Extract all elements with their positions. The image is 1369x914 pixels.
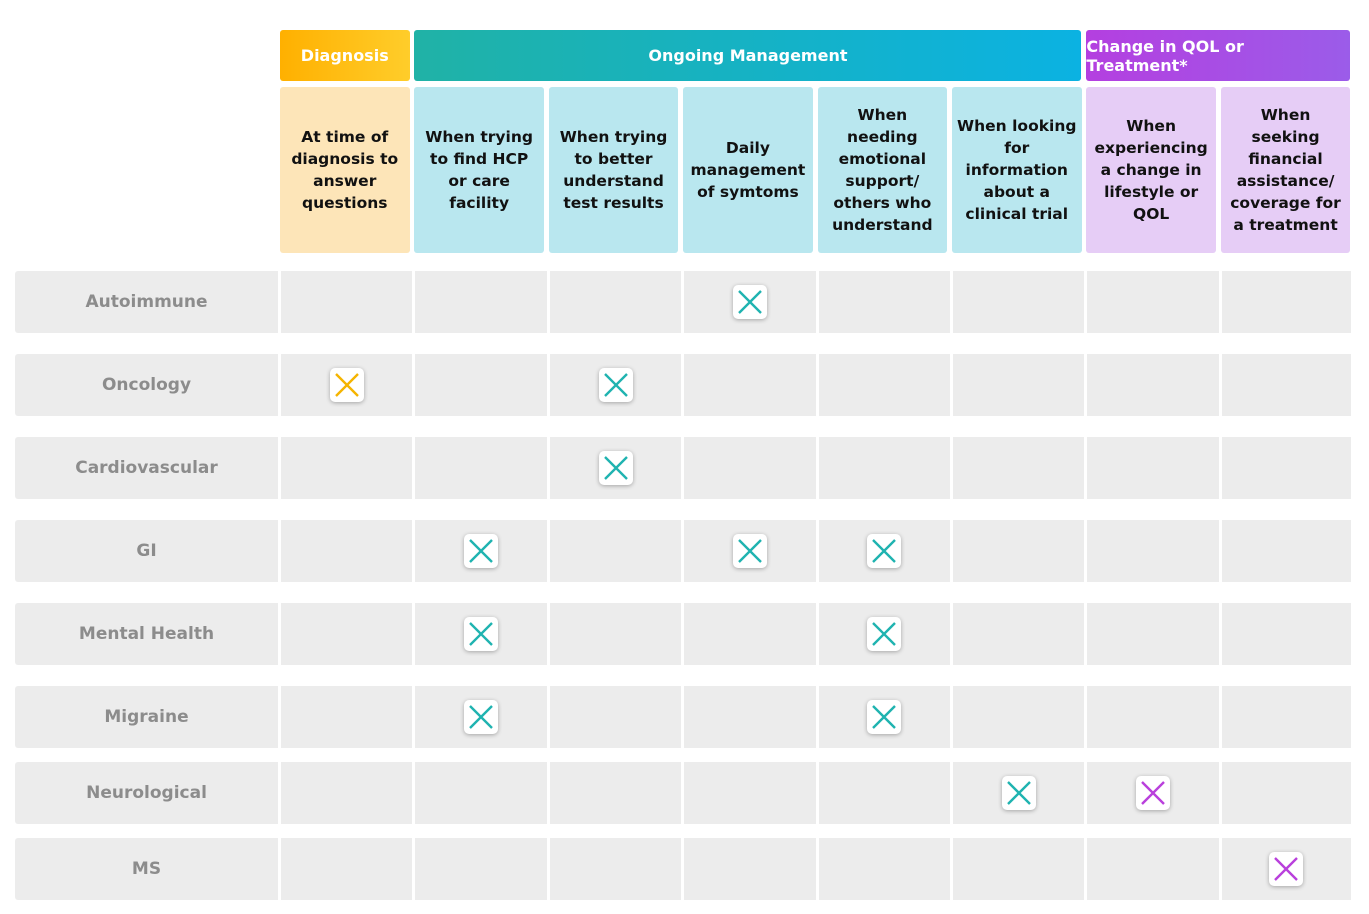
x-icon: [603, 373, 628, 397]
cell: [684, 762, 816, 824]
group-header: Ongoing Management: [414, 30, 1082, 81]
cell: [415, 437, 547, 499]
column-header: When trying to better understand test re…: [548, 87, 679, 253]
cell: [281, 437, 413, 499]
cell: [549, 603, 682, 665]
x-icon: [738, 290, 762, 314]
x-mark: [464, 617, 499, 651]
cell: [818, 762, 950, 824]
row-label: Cardiovascular: [15, 437, 278, 499]
cell: [1221, 603, 1351, 665]
cell: [1087, 603, 1219, 665]
x-mark: [1001, 776, 1036, 810]
x-icon: [334, 373, 359, 397]
x-mark: [598, 368, 633, 402]
x-icon: [603, 456, 628, 480]
cell: [1087, 686, 1219, 748]
cell: [549, 838, 682, 900]
column-header: At time of diagnosis to answer questions: [280, 87, 410, 253]
cell: [415, 838, 547, 900]
x-icon: [469, 705, 493, 729]
x-icon: [469, 622, 493, 646]
row-label: GI: [15, 520, 278, 582]
cell: [1221, 354, 1351, 416]
cell: [549, 520, 682, 582]
cell: [1087, 354, 1219, 416]
cell: [1221, 520, 1351, 582]
column-header: When looking for information about a cli…: [952, 87, 1082, 253]
cell: [1221, 762, 1351, 824]
cell: [1087, 838, 1219, 900]
x-mark: [867, 700, 902, 734]
cell: [415, 354, 547, 416]
cell: [281, 762, 413, 824]
cell: [1087, 520, 1219, 582]
column-header: When seeking financial assistance/ cover…: [1220, 87, 1351, 253]
row-label: Autoimmune: [15, 271, 278, 333]
cell: [281, 271, 413, 333]
row-label: MS: [15, 838, 278, 900]
x-mark: [1136, 776, 1171, 810]
cell: [281, 686, 413, 748]
x-icon: [872, 539, 897, 563]
x-mark: [732, 285, 767, 319]
cell: [684, 838, 816, 900]
row-label: Mental Health: [15, 603, 278, 665]
column-header: When experiencing a change in lifestyle …: [1086, 87, 1216, 253]
x-icon: [1274, 857, 1299, 881]
cell: [818, 838, 950, 900]
cell: [415, 271, 547, 333]
cell: [684, 437, 816, 499]
cell: [684, 354, 816, 416]
x-icon: [872, 622, 897, 646]
cell: [1087, 271, 1219, 333]
cell: [549, 271, 682, 333]
row-label: Migraine: [15, 686, 278, 748]
x-mark: [464, 700, 499, 734]
x-mark: [598, 451, 633, 485]
x-icon: [738, 539, 762, 563]
cell: [1221, 686, 1351, 748]
cell: [818, 354, 950, 416]
cell: [1087, 437, 1219, 499]
x-mark: [464, 534, 499, 568]
column-header: When needing emotional support/ others w…: [817, 87, 948, 253]
x-icon: [1006, 781, 1031, 805]
cell: [549, 686, 682, 748]
cell: [415, 762, 547, 824]
cell: [549, 762, 682, 824]
row-label: Oncology: [15, 354, 278, 416]
cell: [953, 354, 1085, 416]
cell: [953, 520, 1085, 582]
cell: [281, 520, 413, 582]
x-icon: [1141, 781, 1165, 805]
cell: [953, 603, 1085, 665]
cell: [281, 838, 413, 900]
cell: [684, 686, 816, 748]
column-header: Daily management of symtoms: [683, 87, 813, 253]
group-header: Diagnosis: [280, 30, 410, 81]
cell: [953, 838, 1085, 900]
cell: [281, 603, 413, 665]
cell: [953, 271, 1085, 333]
x-icon: [872, 705, 897, 729]
cell: [953, 686, 1085, 748]
cell: [684, 603, 816, 665]
cell: [1221, 271, 1351, 333]
row-label: Neurological: [15, 762, 278, 824]
x-mark: [867, 534, 902, 568]
cell: [818, 271, 950, 333]
cell: [818, 437, 950, 499]
x-mark: [329, 368, 364, 402]
cell: [1221, 437, 1351, 499]
group-header: Change in QOL or Treatment*: [1086, 30, 1351, 81]
x-mark: [732, 534, 767, 568]
x-icon: [469, 539, 493, 563]
x-mark: [1269, 852, 1304, 886]
x-mark: [867, 617, 902, 651]
cell: [953, 437, 1085, 499]
column-header: When trying to find HCP or care facility: [414, 87, 544, 253]
